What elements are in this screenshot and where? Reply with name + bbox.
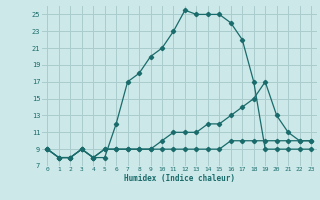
X-axis label: Humidex (Indice chaleur): Humidex (Indice chaleur) (124, 174, 235, 183)
